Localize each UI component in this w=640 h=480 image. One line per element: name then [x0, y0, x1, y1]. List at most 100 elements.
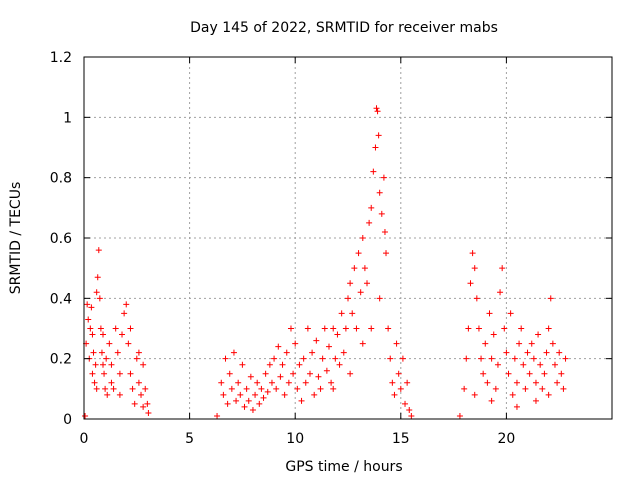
data-point	[370, 169, 376, 175]
data-point	[305, 326, 311, 332]
data-point	[467, 280, 473, 286]
data-point	[503, 350, 509, 356]
data-point	[372, 145, 378, 151]
data-point	[85, 316, 91, 322]
data-point	[366, 220, 372, 226]
data-point	[520, 362, 526, 368]
data-point	[89, 332, 95, 338]
data-point	[330, 386, 336, 392]
data-point	[97, 295, 103, 301]
data-point	[376, 132, 382, 138]
data-point	[100, 362, 106, 368]
data-point	[377, 295, 383, 301]
data-point	[541, 371, 547, 377]
data-point	[497, 289, 503, 295]
data-point	[286, 380, 292, 386]
data-point	[294, 386, 300, 392]
data-point	[402, 401, 408, 407]
data-points	[82, 105, 568, 419]
data-point	[328, 380, 334, 386]
data-point	[258, 386, 264, 392]
chart-title: Day 145 of 2022, SRMTID for receiver mab…	[190, 20, 498, 36]
y-tick-label: 1	[63, 110, 72, 126]
data-point	[280, 362, 286, 368]
data-point	[546, 392, 552, 398]
data-point	[554, 380, 560, 386]
data-point	[368, 326, 374, 332]
data-point	[349, 310, 355, 316]
y-tick-label: 0.4	[50, 291, 72, 307]
data-point	[271, 356, 277, 362]
data-point	[506, 371, 512, 377]
data-point	[550, 341, 556, 347]
data-point	[229, 386, 235, 392]
data-point	[389, 380, 395, 386]
data-point	[533, 398, 539, 404]
data-point	[493, 386, 499, 392]
data-point	[144, 401, 150, 407]
data-point	[478, 356, 484, 362]
x-tick-label: 10	[286, 431, 304, 447]
data-point	[94, 289, 100, 295]
data-point	[88, 304, 94, 310]
data-point	[563, 356, 569, 362]
data-point	[347, 371, 353, 377]
axis-ticks	[84, 57, 612, 419]
y-tick-label: 0.8	[50, 171, 72, 187]
data-point	[307, 371, 313, 377]
data-point	[113, 326, 119, 332]
data-point	[252, 392, 258, 398]
data-point	[92, 380, 98, 386]
data-point	[558, 371, 564, 377]
data-point	[326, 344, 332, 350]
x-tick-labels: 0 5 10 15 20	[80, 431, 516, 447]
data-point	[539, 386, 545, 392]
data-point	[379, 211, 385, 217]
data-point	[398, 386, 404, 392]
data-point	[311, 392, 317, 398]
data-point	[510, 392, 516, 398]
data-point	[544, 350, 550, 356]
data-point	[100, 332, 106, 338]
data-point	[387, 356, 393, 362]
data-point	[261, 395, 267, 401]
data-point	[104, 392, 110, 398]
data-point	[275, 344, 281, 350]
data-point	[140, 404, 146, 410]
data-point	[142, 386, 148, 392]
data-point	[111, 386, 117, 392]
data-point	[324, 368, 330, 374]
data-point	[531, 356, 537, 362]
data-point	[508, 310, 514, 316]
data-point	[377, 190, 383, 196]
data-point	[214, 413, 220, 419]
data-point	[101, 371, 107, 377]
data-point	[472, 265, 478, 271]
data-point	[345, 295, 351, 301]
data-point	[364, 280, 370, 286]
data-point	[106, 341, 112, 347]
data-point	[313, 338, 319, 344]
data-point	[482, 341, 488, 347]
data-point	[489, 356, 495, 362]
data-point	[127, 326, 133, 332]
data-point	[330, 326, 336, 332]
data-point	[284, 350, 290, 356]
data-point	[358, 289, 364, 295]
y-tick-label: 0.2	[50, 352, 72, 368]
data-point	[347, 280, 353, 286]
data-point	[246, 398, 252, 404]
data-point	[514, 404, 520, 410]
data-point	[337, 362, 343, 368]
data-point	[360, 341, 366, 347]
data-point	[356, 250, 362, 256]
data-point	[95, 274, 101, 280]
x-tick-label: 5	[185, 431, 194, 447]
data-point	[233, 398, 239, 404]
data-point	[495, 362, 501, 368]
data-point	[292, 341, 298, 347]
data-point	[123, 301, 129, 307]
data-point	[474, 295, 480, 301]
data-point	[290, 371, 296, 377]
data-point	[301, 356, 307, 362]
